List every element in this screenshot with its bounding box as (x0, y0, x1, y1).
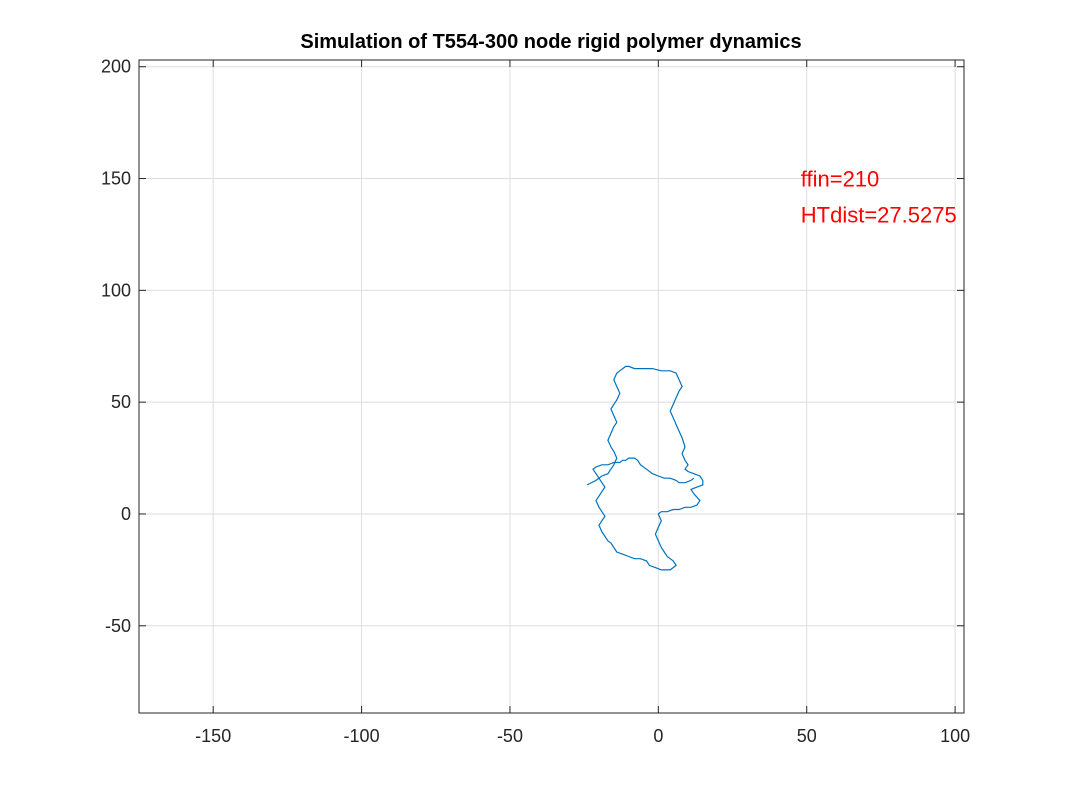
tick-marks (139, 60, 964, 713)
x-tick-label: 0 (653, 726, 663, 746)
x-tick-labels: -150 -100 -50 0 50 100 (195, 726, 970, 746)
y-tick-label: -50 (105, 616, 131, 636)
annotation-htdist: HTdist=27.5275 (801, 202, 957, 227)
gridlines (139, 60, 964, 713)
y-tick-label: 50 (111, 392, 131, 412)
annotation-ffin: ffin=210 (801, 167, 880, 192)
x-tick-label: -100 (344, 726, 380, 746)
chart-title: Simulation of T554-300 node rigid polyme… (300, 31, 801, 53)
y-tick-label: 200 (101, 57, 131, 77)
y-tick-label: 0 (121, 504, 131, 524)
polymer-line (586, 365, 704, 571)
y-tick-label: 100 (101, 280, 131, 300)
y-tick-label: 150 (101, 169, 131, 189)
y-tick-labels: -50 0 50 100 150 200 (101, 57, 131, 636)
axes-box (138, 59, 965, 714)
x-tick-label: 100 (940, 726, 970, 746)
x-tick-label: -150 (195, 726, 231, 746)
x-tick-label: -50 (497, 726, 523, 746)
x-tick-label: 50 (797, 726, 817, 746)
